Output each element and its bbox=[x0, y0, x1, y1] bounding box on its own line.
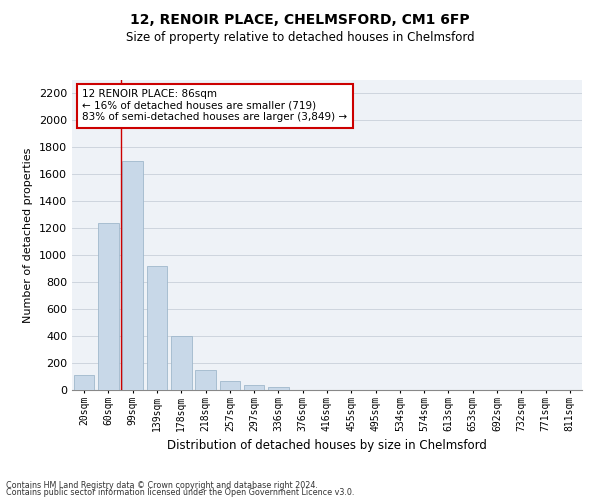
Bar bbox=[74, 375, 94, 390]
Bar bbox=[268, 386, 289, 390]
Bar bbox=[244, 386, 265, 390]
Text: Contains public sector information licensed under the Open Government Licence v3: Contains public sector information licen… bbox=[6, 488, 355, 497]
Bar bbox=[122, 161, 143, 390]
Text: Contains HM Land Registry data © Crown copyright and database right 2024.: Contains HM Land Registry data © Crown c… bbox=[6, 480, 318, 490]
Text: 12, RENOIR PLACE, CHELMSFORD, CM1 6FP: 12, RENOIR PLACE, CHELMSFORD, CM1 6FP bbox=[130, 12, 470, 26]
Bar bbox=[171, 336, 191, 390]
Bar bbox=[195, 370, 216, 390]
X-axis label: Distribution of detached houses by size in Chelmsford: Distribution of detached houses by size … bbox=[167, 439, 487, 452]
Bar bbox=[98, 223, 119, 390]
Text: 12 RENOIR PLACE: 86sqm
← 16% of detached houses are smaller (719)
83% of semi-de: 12 RENOIR PLACE: 86sqm ← 16% of detached… bbox=[82, 90, 347, 122]
Bar bbox=[220, 381, 240, 390]
Y-axis label: Number of detached properties: Number of detached properties bbox=[23, 148, 34, 322]
Bar bbox=[146, 266, 167, 390]
Text: Size of property relative to detached houses in Chelmsford: Size of property relative to detached ho… bbox=[125, 31, 475, 44]
